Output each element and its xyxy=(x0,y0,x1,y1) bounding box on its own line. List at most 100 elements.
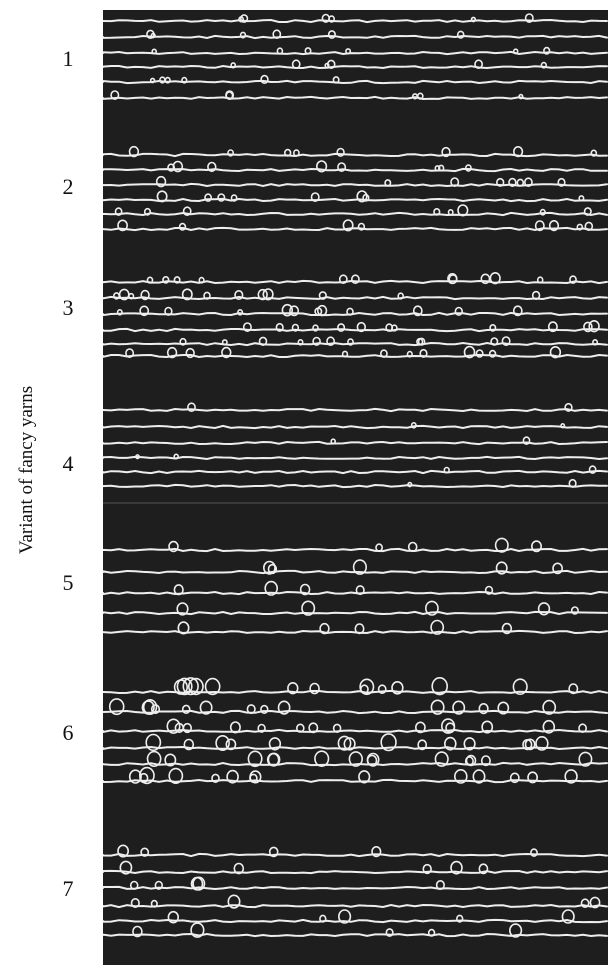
yarn-loop xyxy=(512,678,528,696)
yarn-loop xyxy=(125,348,135,358)
yarn-loop xyxy=(478,702,489,715)
yarn-loop xyxy=(356,321,366,333)
yarn-loop xyxy=(179,337,187,346)
yarn-loop xyxy=(246,704,256,715)
yarn-loop xyxy=(249,770,262,784)
yarn-loop xyxy=(155,175,167,188)
yarn-loop xyxy=(308,722,319,734)
y-axis-title: Variant of fancy yarns xyxy=(16,385,37,555)
yarn-loop xyxy=(447,273,458,285)
yarn-loop xyxy=(229,721,241,734)
yarn-strand-7-2 xyxy=(103,869,608,875)
yarn-strand-2-4 xyxy=(103,197,608,203)
yarn-loop xyxy=(268,846,279,858)
yarn-loop xyxy=(181,288,193,301)
yarn-loop xyxy=(260,704,269,715)
yarn-loop xyxy=(588,465,597,474)
yarn-loop xyxy=(547,321,558,333)
yarn-loop xyxy=(419,348,428,358)
yarn-loop xyxy=(337,323,346,332)
yarn-strand-3-2 xyxy=(103,295,608,301)
yarn-loop xyxy=(445,722,456,734)
yarn-loop xyxy=(540,61,547,69)
yarn-loop xyxy=(181,76,188,84)
yarn-loop xyxy=(441,146,451,158)
yarn-loop xyxy=(456,30,465,39)
yarn-loop xyxy=(297,338,304,346)
yarn-loop xyxy=(275,322,284,332)
yarn-loop xyxy=(472,769,486,784)
yarn-loop xyxy=(584,221,594,232)
yarn-loop xyxy=(512,48,519,55)
yarn-loop xyxy=(422,863,432,875)
yarn-loop xyxy=(117,219,128,232)
yarn-strand-1-1 xyxy=(103,18,608,24)
yarn-strand-3-4 xyxy=(103,327,608,333)
yarn-loop xyxy=(484,585,494,595)
yarn-loop xyxy=(268,737,282,751)
yarn-loop xyxy=(524,13,534,24)
yarn-loop xyxy=(463,345,476,359)
yarn-loop xyxy=(501,622,513,635)
yarn-loop xyxy=(141,700,155,715)
yarn-loop xyxy=(312,336,321,346)
yarn-loop xyxy=(110,90,120,100)
yarn-loop xyxy=(154,880,163,890)
yarn-loop xyxy=(465,754,477,767)
yarn-loop xyxy=(173,584,184,596)
yarn-loop xyxy=(569,275,577,284)
yarn-loop xyxy=(119,860,133,875)
yarn-loop xyxy=(318,291,327,300)
yarn-loop xyxy=(412,305,423,317)
yarn-loop xyxy=(583,207,592,216)
yarn-loop xyxy=(310,192,320,202)
yarn-loop xyxy=(221,346,232,359)
yarn-loop xyxy=(319,914,327,923)
yarn-loop xyxy=(173,679,188,695)
yarn-loop xyxy=(568,478,577,488)
yarn-strands xyxy=(103,13,608,938)
yarn-loop xyxy=(430,699,445,715)
yarn-loop xyxy=(450,177,460,187)
yarn-loop xyxy=(497,701,510,715)
yarn-loop xyxy=(301,600,316,616)
yarn-loop xyxy=(239,31,247,39)
yarn-loop xyxy=(182,206,192,216)
yarn-loop xyxy=(542,699,557,715)
yarn-loop xyxy=(135,454,140,460)
yarn-loop xyxy=(345,48,352,55)
yarn-loop xyxy=(542,719,556,734)
yarn-loop xyxy=(495,561,508,575)
yarn-loop xyxy=(140,289,150,301)
yarn-loop xyxy=(117,844,129,858)
yarn-strand-6-3 xyxy=(103,728,608,734)
yarn-loop xyxy=(150,899,158,908)
yarn-loop xyxy=(132,925,143,938)
yarn-loop xyxy=(539,208,546,216)
yarn-loop xyxy=(190,922,205,938)
yarn-loop xyxy=(583,321,593,333)
yarn-loop xyxy=(128,292,135,300)
yarn-loop xyxy=(452,700,466,715)
yarn-loop xyxy=(337,162,347,172)
yarn-strand-6-1 xyxy=(103,689,608,695)
yarn-loop xyxy=(590,149,598,157)
yarn-loop xyxy=(204,677,221,696)
yarn-strand-7-4 xyxy=(103,903,608,909)
yarn-loop xyxy=(316,160,328,173)
yarn-loop xyxy=(177,621,190,635)
yarn-loop xyxy=(159,76,166,84)
yarn-loop xyxy=(407,481,413,488)
yarn-loop xyxy=(357,222,366,231)
yarn-loop xyxy=(509,923,523,938)
photo-background xyxy=(103,10,608,965)
yarn-loop xyxy=(488,349,497,358)
yarn-loop xyxy=(342,219,354,232)
yarn-loop xyxy=(304,47,312,55)
yarn-loop xyxy=(164,306,173,316)
yarn-loop xyxy=(168,540,179,553)
yarn-loop xyxy=(427,928,436,937)
yarn-loop xyxy=(379,349,388,358)
yarn-loop xyxy=(167,163,175,172)
yarn-loop xyxy=(536,276,544,284)
